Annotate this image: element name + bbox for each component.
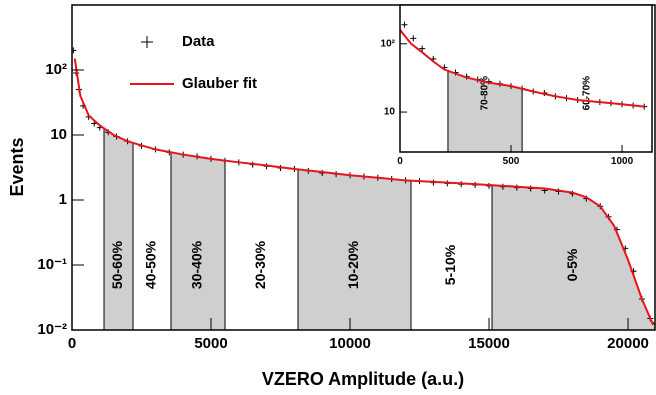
x-tick-label: 10000 bbox=[329, 335, 371, 352]
plot-frame bbox=[71, 4, 656, 331]
x-tick-label: 500 bbox=[503, 156, 520, 167]
class-label: 0-5% bbox=[564, 248, 580, 281]
x-tick-label: 1000 bbox=[611, 156, 634, 167]
x-tick-label: 5000 bbox=[194, 335, 227, 352]
centrality-class bbox=[103, 127, 134, 330]
class-label: 5-10% bbox=[442, 244, 458, 285]
plot: 70-80% 60-70% 0 500 1000 10 10² bbox=[381, 4, 653, 167]
x-tick-label: 15000 bbox=[468, 335, 510, 352]
y-tick-label: 10 bbox=[50, 126, 67, 143]
class-label: 60-70% bbox=[582, 76, 593, 111]
class-label: 50-60% bbox=[109, 240, 125, 289]
data-point bbox=[401, 21, 408, 28]
class-label: 10-20% bbox=[345, 240, 361, 289]
legend-marker bbox=[141, 36, 153, 48]
data-point bbox=[410, 35, 417, 42]
class-label: 30-40% bbox=[189, 240, 205, 289]
data-point bbox=[72, 47, 77, 54]
y-tick-label: 10⁻² bbox=[37, 321, 67, 338]
class-label: 20-30% bbox=[252, 240, 268, 289]
y-tick-label: 10² bbox=[45, 61, 67, 78]
x-tick-label: 20000 bbox=[607, 335, 649, 352]
x-axis-title: VZERO Amplitude (a.u.) bbox=[262, 369, 464, 389]
fit-line bbox=[400, 29, 645, 108]
x-tick-label: 0 bbox=[68, 335, 76, 352]
data-point bbox=[419, 45, 426, 52]
x-tick-label: 0 bbox=[397, 156, 403, 167]
legend-label: Data bbox=[182, 33, 215, 50]
y-tick-label: 10² bbox=[381, 38, 396, 49]
y-tick-label: 10⁻¹ bbox=[37, 256, 67, 273]
plot-area: 50-60% 40-50% 30-40% 20-30% 10-20% 5-10% 0-5% bbox=[72, 47, 655, 330]
y-tick-label: 1 bbox=[59, 191, 67, 208]
y-tick-label: 10 bbox=[384, 107, 396, 118]
class-label: 70-80% bbox=[480, 76, 491, 111]
plot-background bbox=[400, 5, 652, 152]
y-axis-title: Events bbox=[7, 137, 27, 196]
plot-frame bbox=[399, 4, 653, 153]
plot-area: 70-80% 60-70% bbox=[400, 21, 648, 152]
class-label: 40-50% bbox=[143, 240, 159, 289]
fit-line bbox=[73, 58, 654, 326]
legend-label: Glauber fit bbox=[182, 75, 257, 92]
